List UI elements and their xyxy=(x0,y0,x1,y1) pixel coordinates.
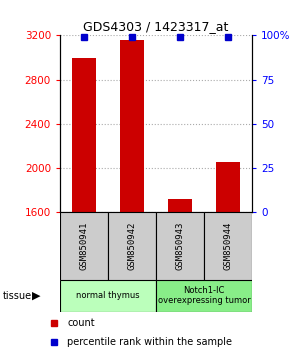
Text: ▶: ▶ xyxy=(32,291,40,301)
Bar xyxy=(108,212,156,280)
Bar xyxy=(60,212,108,280)
Bar xyxy=(72,57,96,212)
Bar xyxy=(120,40,144,212)
Bar xyxy=(216,162,240,212)
Text: percentile rank within the sample: percentile rank within the sample xyxy=(67,337,232,347)
Text: Notch1-IC
overexpressing tumor: Notch1-IC overexpressing tumor xyxy=(158,286,250,305)
Text: count: count xyxy=(67,318,95,328)
Text: tissue: tissue xyxy=(3,291,32,301)
Text: GSM850943: GSM850943 xyxy=(176,222,184,270)
Text: GSM850944: GSM850944 xyxy=(224,222,232,270)
Text: GSM850941: GSM850941 xyxy=(80,222,88,270)
Bar xyxy=(156,212,204,280)
Bar xyxy=(168,199,192,212)
Text: GSM850942: GSM850942 xyxy=(128,222,136,270)
Bar xyxy=(60,280,156,312)
Bar xyxy=(156,280,252,312)
Bar xyxy=(204,212,252,280)
Title: GDS4303 / 1423317_at: GDS4303 / 1423317_at xyxy=(83,20,229,33)
Text: normal thymus: normal thymus xyxy=(76,291,140,300)
